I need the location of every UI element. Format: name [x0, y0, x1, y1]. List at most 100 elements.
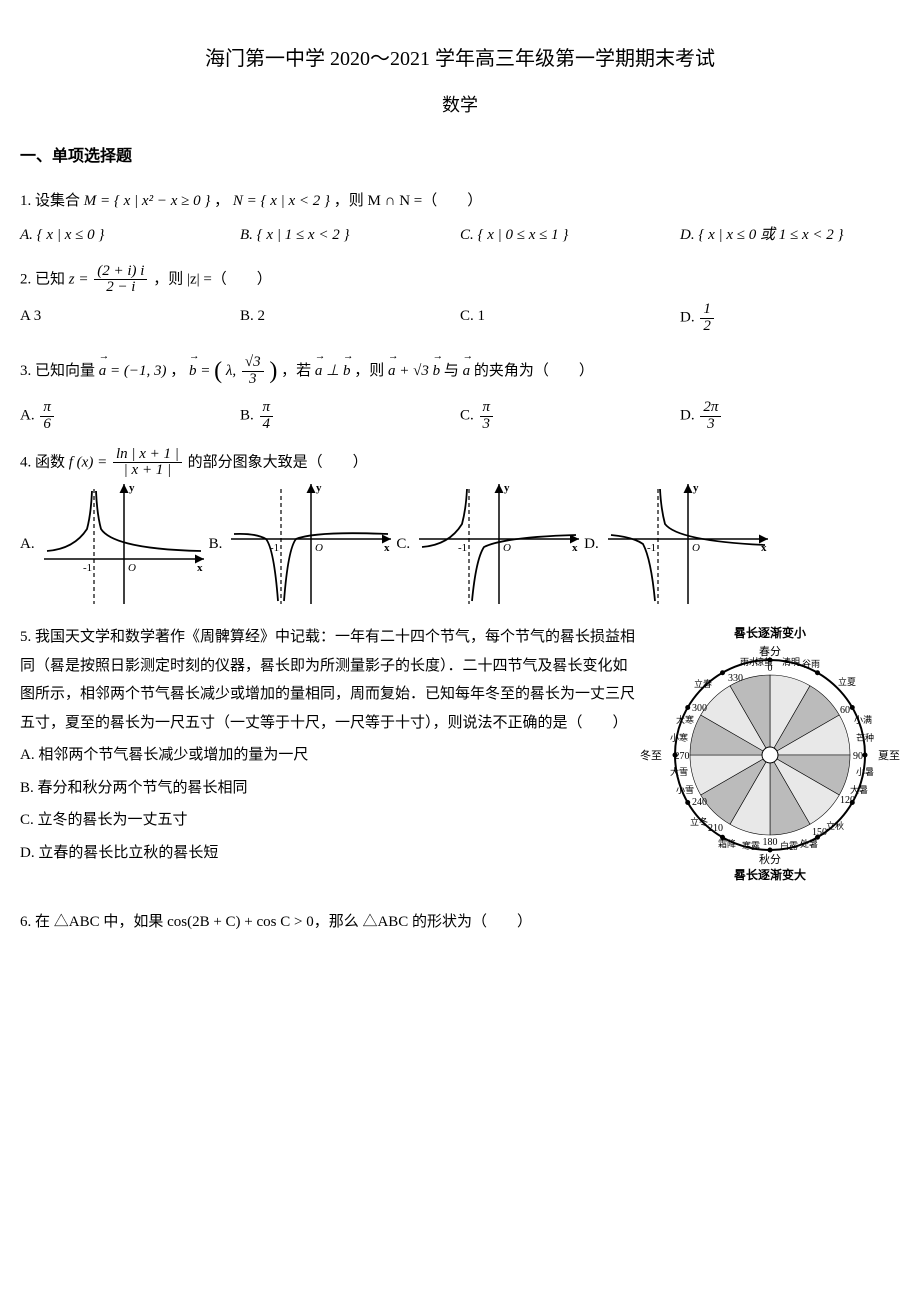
- q1-opt-c: C. { x | 0 ≤ x ≤ 1 }: [460, 221, 680, 250]
- vec-b-icon: b: [189, 357, 197, 386]
- q4c-o: O: [503, 542, 511, 554]
- q3b-den: 4: [260, 417, 274, 433]
- term-jingzhe: 惊蛰: [755, 656, 773, 667]
- q2-stem-prefix: 2. 已知: [20, 271, 69, 287]
- q3-sep2: ，若: [281, 363, 315, 379]
- q3-sep1: ，: [170, 363, 185, 379]
- q3d-den: 3: [700, 417, 721, 433]
- q4-graph-a: -1 O x y: [39, 479, 209, 609]
- q1-opt-a: A. { x | x ≤ 0 }: [20, 221, 240, 250]
- q3-sep3: ，则: [354, 363, 388, 379]
- q4-f-lhs: f (x) =: [69, 454, 107, 470]
- q4-num: ln | x + 1 |: [113, 447, 182, 464]
- q1-stem-prefix: 1. 设集合: [20, 193, 84, 209]
- q3-opt-b: B. π4: [240, 400, 460, 433]
- term-lichun: 立春: [694, 678, 712, 689]
- q2-d-num: 1: [700, 302, 714, 319]
- q6-stem: 6. 在 △ABC 中，如果 cos(2B + C) + cos C > 0，那…: [20, 914, 532, 930]
- q4-fraction: ln | x + 1 | | x + 1 |: [113, 447, 182, 480]
- q4c-m1: -1: [458, 542, 467, 554]
- q3-b-eq-pre: =: [200, 363, 214, 379]
- q4b-o: O: [315, 542, 323, 554]
- q4-lbl-d: D.: [584, 530, 599, 559]
- q4-graph-d: -1 O x y: [603, 479, 773, 609]
- term-dashu: 大暑: [850, 784, 868, 795]
- question-3: 3. 已知向量 a = (−1, 3) ， b = ( λ, √3 3 ) ，若…: [20, 349, 900, 433]
- q4-stem-suffix: 的部分图象大致是（ ）: [188, 454, 368, 470]
- q2-z-lhs: z =: [69, 271, 89, 287]
- q4a-o: O: [128, 562, 136, 574]
- vec-b2-icon: b: [343, 357, 351, 386]
- axis-left: 冬至: [640, 748, 662, 762]
- q4a-y: y: [129, 482, 135, 494]
- q3c-num: π: [480, 400, 494, 417]
- q1-opt-d: D. { x | x ≤ 0 或 1 ≤ x < 2 }: [680, 221, 900, 250]
- q4-lbl-a: A.: [20, 530, 35, 559]
- q3c-den: 3: [480, 417, 494, 433]
- q3-options: A. π6 B. π4 C. π3 D. 2π3: [20, 400, 900, 433]
- q3d-lbl: D.: [680, 408, 695, 424]
- q3b-num: π: [260, 400, 274, 417]
- q3-b-frac: √3 3: [242, 355, 264, 388]
- term-chushu: 处暑: [800, 838, 818, 849]
- q3b-lbl: B.: [240, 408, 254, 424]
- term-mangzhong: 芒种: [856, 732, 874, 743]
- q5-top-lbl: 晷长逐渐变小: [733, 625, 806, 640]
- q3-lambda: λ,: [226, 363, 236, 379]
- q5-stem: 5. 我国天文学和数学著作《周髀算经》中记载：一年有二十四个节气，每个节气的晷长…: [20, 629, 635, 731]
- q5-options: A. 相邻两个节气晷长减少或增加的量为一尺 B. 春分和秋分两个节气的晷长相同 …: [20, 741, 640, 867]
- q5-opt-b: B. 春分和秋分两个节气的晷长相同: [20, 774, 640, 803]
- q3-opt-d: D. 2π3: [680, 400, 900, 433]
- q4-graph-row: A. -1 O x y B. -1 O x y C.: [20, 479, 900, 609]
- q4-graph-b: -1 O x y: [226, 479, 396, 609]
- q1-sep: ，: [214, 193, 229, 209]
- q1-options: A. { x | x ≤ 0 } B. { x | 1 ≤ x < 2 } C.…: [20, 221, 900, 250]
- q2-frac-num: (2 + i) i: [94, 264, 147, 281]
- deg-240: 240: [692, 797, 707, 808]
- term-xiaoshu: 小暑: [856, 767, 874, 777]
- solar-terms-chart: 晷长逐渐变小 晷长逐渐变大 春分 夏至 秋分 冬至 0 90 180 270 3…: [640, 623, 900, 883]
- term-xiaoman: 小满: [854, 715, 872, 725]
- q4d-x: x: [761, 542, 767, 554]
- term-qingming: 清明: [782, 656, 800, 667]
- deg-300: 300: [692, 703, 707, 714]
- q4b-x: x: [384, 542, 390, 554]
- term-daxue: 大雪: [670, 766, 688, 777]
- q3-bden: 3: [242, 372, 264, 388]
- term-hanlu: 寒露: [742, 840, 760, 851]
- deg-90: 90: [853, 751, 863, 762]
- q4d-o: O: [692, 542, 700, 554]
- q4a-x: x: [197, 562, 203, 574]
- q3-opt-a: A. π6: [20, 400, 240, 433]
- q1-set-n: N = { x | x < 2 }: [233, 193, 330, 209]
- q3-a-eq: = (−1, 3): [110, 363, 166, 379]
- q5-bot-lbl: 晷长逐渐变大: [733, 867, 806, 882]
- q4-stem-prefix: 4. 函数: [20, 454, 69, 470]
- term-xiaohan: 小寒: [670, 732, 688, 743]
- term-xiaoxue: 小雪: [676, 785, 694, 795]
- q4b-y: y: [316, 482, 322, 494]
- q5-opt-c: C. 立冬的晷长为一丈五寸: [20, 806, 640, 835]
- q3-stem-prefix: 3. 已知向量: [20, 363, 99, 379]
- q4c-y: y: [504, 482, 510, 494]
- q2-opt-b: B. 2: [240, 302, 460, 335]
- q3-opt-c: C. π3: [460, 400, 680, 433]
- q4d-y: y: [693, 482, 699, 494]
- q2-opt-c: C. 1: [460, 302, 680, 335]
- vec-a-icon: a: [99, 357, 107, 386]
- question-5: 5. 我国天文学和数学著作《周髀算经》中记载：一年有二十四个节气，每个节气的晷长…: [20, 623, 900, 894]
- axis-bottom: 秋分: [759, 852, 781, 866]
- q3d-num: 2π: [700, 400, 721, 417]
- term-bailu: 白露: [780, 840, 798, 851]
- q1-opt-b: B. { x | 1 ≤ x < 2 }: [240, 221, 460, 250]
- q2-fraction: (2 + i) i 2 − i: [94, 264, 147, 297]
- term-dahan: 大寒: [676, 714, 694, 725]
- section-header-1: 一、单项选择题: [20, 142, 900, 172]
- q3a-num: π: [40, 400, 54, 417]
- q3c-lbl: C.: [460, 408, 474, 424]
- q4b-m1: -1: [270, 542, 279, 554]
- q2-stem-suffix: ，则 |z| =（ ）: [153, 271, 272, 287]
- term-guyu: 谷雨: [802, 659, 820, 669]
- q3-plus: + √3: [399, 363, 429, 379]
- q4d-m1: -1: [647, 542, 656, 554]
